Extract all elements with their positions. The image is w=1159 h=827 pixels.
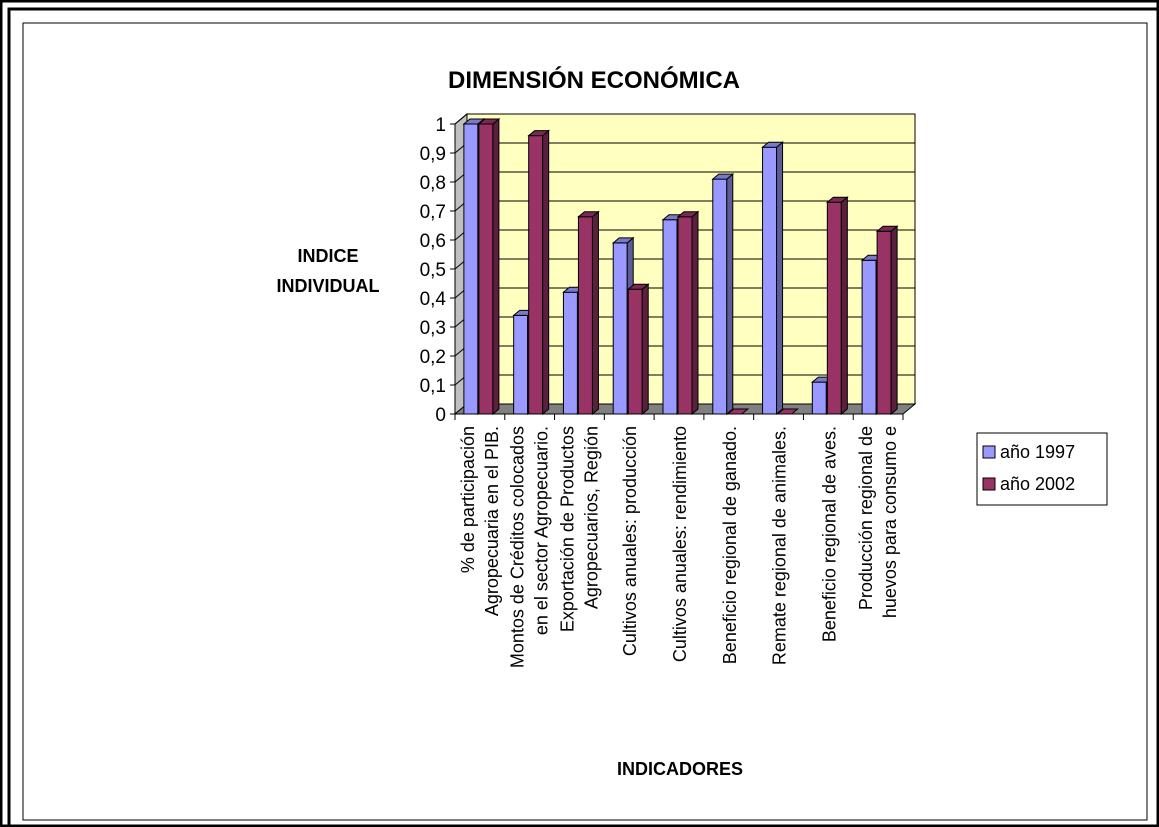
bar-top	[527, 130, 551, 137]
plot-area: 0 0,1 0,2 0,3 0,4 0,5 0,6 0,7 0,8 0,9 1 % de partic…	[420, 112, 917, 668]
x-tick-label: Beneficio regional de aves.	[819, 426, 839, 642]
bar	[577, 216, 593, 415]
bar	[861, 259, 877, 415]
y-tick-label: 0,9	[420, 144, 446, 165]
bar-side	[840, 196, 848, 416]
legend-label: año 1997	[1000, 442, 1075, 462]
bar-top	[462, 118, 486, 125]
x-tick-label: Beneficio regional de ganado.	[720, 426, 740, 664]
x-tick-label: en el sector Agropecuario.	[532, 426, 552, 635]
bar-side	[542, 129, 550, 416]
bar-top	[825, 196, 849, 203]
x-tick-label: Producción regional de	[856, 426, 876, 610]
x-tick-label: huevos para consumo e	[880, 426, 900, 618]
legend-swatch	[982, 477, 996, 491]
bar-top	[875, 225, 899, 232]
y-axis-label-line2: INDIVIDUAL	[277, 276, 380, 296]
x-tick-label: Remate regional de animales.	[770, 426, 790, 665]
y-tick-label: 0	[435, 405, 446, 426]
bar	[463, 123, 479, 415]
bar	[677, 216, 693, 415]
bar	[876, 230, 892, 415]
chart-area-border	[22, 22, 1148, 821]
bar	[776, 408, 799, 415]
bar-top	[626, 283, 650, 290]
bar	[627, 288, 643, 415]
x-tick-label: Exportación de Productos	[557, 426, 577, 632]
bar	[528, 135, 544, 415]
y-tick-label: 0,5	[420, 260, 446, 281]
bar-side	[691, 210, 699, 416]
y-axis-label-line1: INDICE	[297, 246, 358, 266]
bar	[726, 408, 750, 415]
legend-swatch	[982, 445, 996, 459]
x-axis-label: INDICADORES	[617, 759, 743, 779]
y-tick-label: 0,2	[420, 347, 446, 368]
bar-top	[577, 211, 600, 218]
bar	[762, 146, 778, 415]
x-tick-label: Agropecuaria en el PIB.	[482, 426, 502, 616]
bar-side	[641, 283, 649, 416]
bar-top	[761, 141, 784, 148]
gridline-side	[454, 113, 468, 125]
bar	[826, 201, 842, 415]
bar	[811, 381, 827, 415]
bar-side	[726, 173, 734, 416]
bar	[513, 314, 529, 415]
chart-title: DIMENSIÓN ECONÓMICA	[448, 66, 740, 94]
legend-label: año 2002	[1000, 474, 1075, 494]
bar	[562, 291, 578, 415]
bar-side	[776, 141, 784, 416]
y-tick-label: 0,6	[420, 231, 446, 252]
y-tick-label: 0,8	[420, 173, 446, 194]
bar	[712, 178, 728, 415]
inner-border-thick	[7, 7, 1159, 827]
bar-top	[477, 118, 501, 125]
bar-top	[611, 237, 635, 244]
y-tick-label: 0,7	[420, 202, 446, 223]
bar-top	[676, 211, 700, 218]
bar-side	[492, 117, 500, 416]
y-tick-label: 0,1	[420, 376, 446, 397]
x-tick-label: Montos de Créditos colocados	[508, 426, 528, 668]
legend: año 1997 año 2002	[976, 432, 1108, 506]
legend-box	[976, 432, 1108, 506]
bar-side	[890, 225, 898, 416]
bar	[612, 242, 628, 415]
x-tick-label: Cultivos anuales: producción	[620, 426, 640, 656]
bar	[662, 219, 678, 415]
bar-side	[591, 210, 599, 416]
bar-top	[711, 173, 735, 180]
bar	[478, 123, 494, 415]
y-tick-label: 0,3	[420, 318, 446, 339]
x-tick-label: Cultivos anuales: rendimiento	[670, 426, 690, 662]
x-tick-label: % de participación	[458, 426, 478, 573]
x-tick-label: Agropecuarios, Región	[581, 426, 601, 609]
y-tick-label: 0,4	[420, 289, 447, 310]
y-tick-label: 1	[435, 115, 446, 136]
